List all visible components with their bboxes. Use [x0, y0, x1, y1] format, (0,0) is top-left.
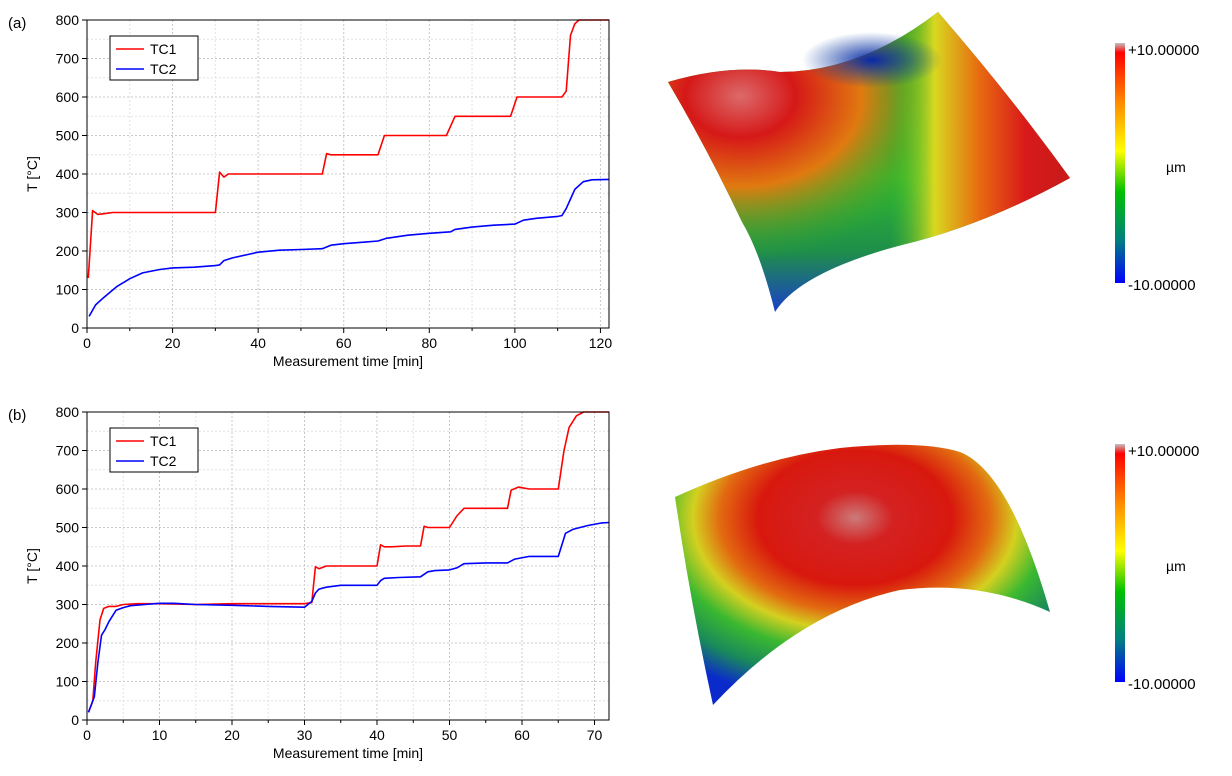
- colorbar: +10.00000 µm -10.00000: [1115, 42, 1199, 294]
- y-tick-label: 100: [56, 282, 80, 298]
- x-tick-label: 60: [514, 727, 530, 743]
- y-tick-label: 500: [56, 520, 80, 536]
- x-tick-label: 20: [224, 727, 240, 743]
- legend-label-tc2: TC2: [150, 453, 177, 469]
- x-tick-label: 120: [589, 335, 613, 351]
- x-tick-label: 20: [165, 335, 181, 351]
- x-axis-label: Measurement time [min]: [273, 353, 423, 369]
- colorbar-min-label: -10.00000: [1128, 277, 1196, 294]
- legend-label-tc1: TC1: [150, 433, 177, 449]
- x-tick-label: 40: [369, 727, 385, 743]
- legend-box: [109, 35, 199, 81]
- colorbar-unit: µm: [1166, 159, 1186, 175]
- y-tick-label: 800: [56, 404, 80, 420]
- x-tick-label: 0: [83, 335, 91, 351]
- y-tick-label: 600: [56, 89, 80, 105]
- panel-label: (b): [8, 407, 26, 424]
- series-line-tc2: [88, 178, 610, 317]
- y-tick-label: 600: [56, 481, 80, 497]
- x-tick-label: 80: [422, 335, 438, 351]
- y-tick-label: 0: [71, 712, 79, 728]
- x-axis-label: Measurement time [min]: [273, 745, 423, 761]
- x-tick-label: 30: [297, 727, 313, 743]
- series-line-tc1: [87, 19, 609, 278]
- y-axis-label: T [°C]: [24, 156, 40, 192]
- y-tick-label: 400: [56, 166, 80, 182]
- panel-label: (a): [8, 15, 26, 32]
- x-tick-label: 40: [250, 335, 266, 351]
- y-tick-label: 300: [56, 205, 80, 221]
- y-tick-label: 700: [56, 443, 80, 459]
- colorbar-gradient: [1115, 444, 1125, 682]
- legend-label-tc1: TC1: [150, 41, 177, 57]
- y-tick-label: 700: [56, 51, 80, 67]
- colorbar: +10.00000 µm -10.00000: [1115, 443, 1199, 693]
- chart-panel-b: (b) 0 10 20 30 40 50 60 70010020030040050060070…: [8, 404, 610, 761]
- x-tick-label: 60: [336, 335, 352, 351]
- series-line-tc1: [87, 411, 609, 713]
- chart-panel-a: (a) 0 20 40 60 80 100 120 0 100 200 300 400 500 600 70…: [8, 12, 612, 369]
- y-tick-label: 100: [56, 674, 80, 690]
- colorbar-gradient: [1115, 43, 1125, 283]
- y-tick-label: 400: [56, 558, 80, 574]
- x-tick-label: 70: [587, 727, 603, 743]
- y-tick-label: 200: [56, 635, 80, 651]
- x-tick-label: 50: [442, 727, 458, 743]
- colorbar-unit: µm: [1166, 558, 1186, 574]
- surface-deformation-map: [675, 444, 1050, 705]
- y-axis-label: T [°C]: [24, 548, 40, 584]
- y-tick-label: 300: [56, 597, 80, 613]
- colorbar-min-label: -10.00000: [1128, 676, 1196, 693]
- x-tick-label: 100: [503, 335, 527, 351]
- y-tick-label: 200: [56, 243, 80, 259]
- x-tick-label: 0: [83, 727, 91, 743]
- colorbar-max-label: +10.00000: [1128, 443, 1199, 460]
- x-tick-label: 10: [152, 727, 168, 743]
- series-line-tc2: [87, 521, 610, 713]
- y-tick-label: 800: [56, 12, 80, 28]
- y-tick-label: 0: [71, 320, 79, 336]
- surface-deformation-map: [668, 12, 1070, 312]
- y-tick-label: 500: [56, 128, 80, 144]
- legend-box: [109, 427, 199, 473]
- legend-label-tc2: TC2: [150, 61, 177, 77]
- colorbar-max-label: +10.00000: [1128, 42, 1199, 59]
